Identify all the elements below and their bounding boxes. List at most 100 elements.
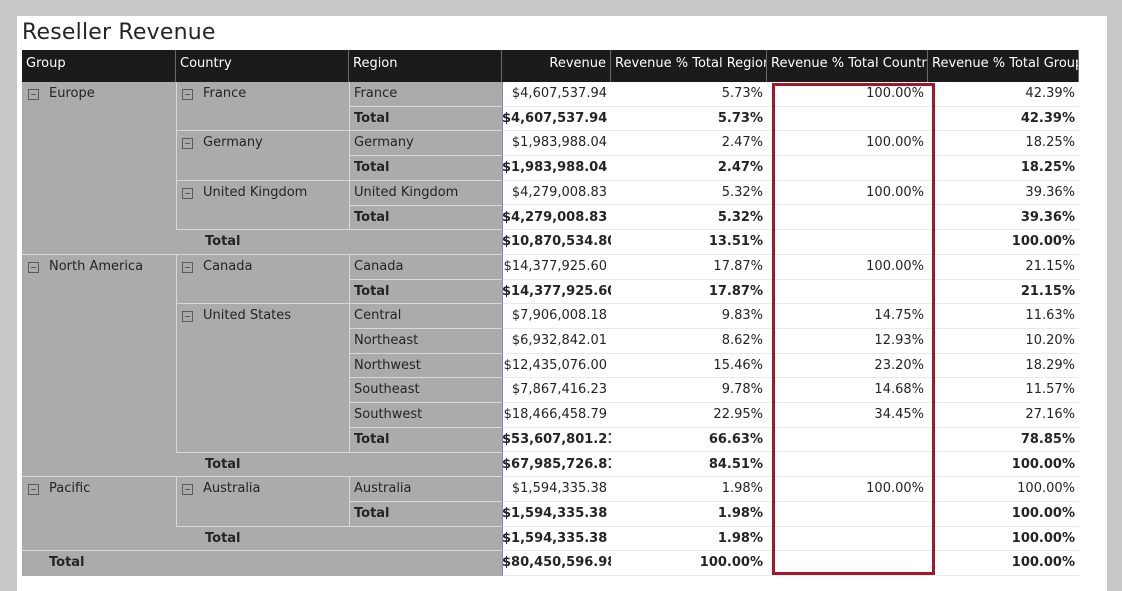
pct-country-cell — [767, 527, 928, 552]
region-separator — [349, 500, 502, 502]
collapse-minus-icon[interactable] — [28, 261, 39, 273]
column-header-3[interactable]: Revenue — [502, 50, 611, 82]
group-separator — [22, 253, 502, 255]
pct-country-cell — [767, 428, 928, 453]
country-total-label: Total — [349, 156, 502, 181]
country-label[interactable]: Australia — [203, 481, 261, 497]
country-column-divider — [176, 254, 177, 305]
pct-group-cell: 39.36% — [928, 181, 1079, 206]
group-label[interactable]: Pacific — [49, 481, 91, 497]
country-separator — [176, 179, 502, 181]
region-label: Southwest — [349, 403, 502, 428]
pct-group-cell: 18.29% — [928, 354, 1079, 379]
pct-country-cell: 14.68% — [767, 378, 928, 404]
country-label[interactable]: United Kingdom — [203, 184, 308, 200]
revenue-cell: $4,279,008.83 — [502, 181, 611, 206]
pct-region-cell: 2.47% — [611, 156, 767, 181]
pct-group-cell: 100.00% — [928, 527, 1079, 552]
pct-country-cell — [767, 206, 928, 231]
column-header-6[interactable]: Revenue % Total Group — [928, 50, 1079, 82]
pct-region-cell: 5.73% — [611, 82, 767, 107]
region-separator — [349, 278, 502, 280]
region-label: Germany — [349, 131, 502, 157]
column-header-1[interactable]: Country — [176, 50, 349, 82]
collapse-minus-icon[interactable] — [182, 261, 193, 273]
region-separator — [349, 105, 502, 107]
collapse-minus-icon[interactable] — [182, 138, 193, 150]
revenue-cell: $4,607,537.94 — [502, 82, 611, 107]
pct-group-cell: 100.00% — [928, 230, 1079, 255]
region-separator — [349, 328, 502, 329]
column-header-0[interactable]: Group — [22, 50, 176, 82]
revenue-cell: $7,906,008.18 — [502, 304, 611, 329]
pct-country-cell: 100.00% — [767, 181, 928, 206]
grand-total-label: Total — [49, 555, 85, 571]
revenue-cell: $14,377,925.60 — [502, 280, 611, 305]
pct-group-cell: 39.36% — [928, 206, 1079, 231]
pct-group-cell: 100.00% — [928, 477, 1079, 502]
pct-region-cell: 17.87% — [611, 280, 767, 305]
column-header-5[interactable]: Revenue % Total Country — [767, 50, 928, 82]
column-header-2[interactable]: Region — [349, 50, 502, 82]
pct-region-cell: 66.63% — [611, 428, 767, 453]
country-separator — [176, 130, 502, 132]
pct-region-cell: 1.98% — [611, 527, 767, 552]
region-separator — [349, 352, 502, 354]
country-label[interactable]: Germany — [203, 135, 263, 151]
region-separator — [349, 402, 502, 404]
collapse-minus-icon[interactable] — [182, 311, 193, 323]
group-label[interactable]: North America — [49, 258, 144, 274]
region-label: Central — [349, 304, 502, 329]
country-label[interactable]: Canada — [203, 258, 253, 274]
matrix-visual[interactable]: Reseller Revenue Group Country Region Reven… — [17, 16, 1107, 591]
pct-country-cell: 23.20% — [767, 354, 928, 379]
group-total-label: Total — [205, 456, 241, 472]
collapse-minus-icon[interactable] — [182, 187, 193, 199]
pct-group-cell: 100.00% — [928, 453, 1079, 478]
revenue-cell: $1,594,335.38 — [502, 527, 611, 552]
revenue-cell: $12,435,076.00 — [502, 354, 611, 379]
group-label[interactable]: Europe — [49, 86, 95, 101]
pct-country-cell: 14.75% — [767, 304, 928, 329]
region-label: Southeast — [349, 378, 502, 404]
region-separator — [349, 155, 502, 157]
pct-region-cell: 9.83% — [611, 304, 767, 329]
region-label: Australia — [349, 477, 502, 502]
pct-region-cell: 8.62% — [611, 329, 767, 354]
pct-country-cell — [767, 551, 928, 576]
pct-country-cell — [767, 230, 928, 255]
pct-region-cell: 13.51% — [611, 230, 767, 255]
revenue-cell: $14,377,925.60 — [502, 255, 611, 280]
pct-country-cell: 34.45% — [767, 403, 928, 428]
collapse-minus-icon[interactable] — [28, 89, 39, 100]
country-label[interactable]: United States — [203, 308, 292, 324]
pct-country-cell: 100.00% — [767, 82, 928, 107]
country-total-label: Total — [349, 427, 502, 453]
pct-country-cell — [767, 502, 928, 527]
pct-region-cell: 100.00% — [611, 551, 767, 576]
group-total-label: Total — [205, 234, 241, 250]
pct-group-cell: 78.85% — [928, 428, 1079, 453]
collapse-minus-icon[interactable] — [28, 484, 39, 496]
revenue-cell: $80,450,596.98 — [502, 551, 611, 576]
region-separator — [349, 204, 502, 206]
collapse-minus-icon[interactable] — [182, 89, 193, 100]
country-total-label: Total — [349, 205, 502, 231]
group-separator — [22, 476, 502, 478]
region-label: Northeast — [349, 329, 502, 354]
revenue-cell: $18,466,458.79 — [502, 403, 611, 428]
pct-group-cell: 100.00% — [928, 502, 1079, 527]
collapse-minus-icon[interactable] — [182, 484, 193, 496]
column-header-4[interactable]: Revenue % Total Region — [611, 50, 767, 82]
revenue-cell: $10,870,534.80 — [502, 230, 611, 255]
pct-region-cell: 1.98% — [611, 502, 767, 527]
pct-region-cell: 1.98% — [611, 477, 767, 502]
country-label[interactable]: France — [203, 86, 247, 101]
country-column-divider — [176, 477, 177, 527]
country-total-label: Total — [349, 501, 502, 527]
visual-title: Reseller Revenue — [22, 20, 216, 45]
country-separator — [176, 451, 502, 453]
pct-country-cell — [767, 280, 928, 305]
pct-region-cell: 5.73% — [611, 107, 767, 132]
revenue-cell: $1,983,988.04 — [502, 156, 611, 181]
